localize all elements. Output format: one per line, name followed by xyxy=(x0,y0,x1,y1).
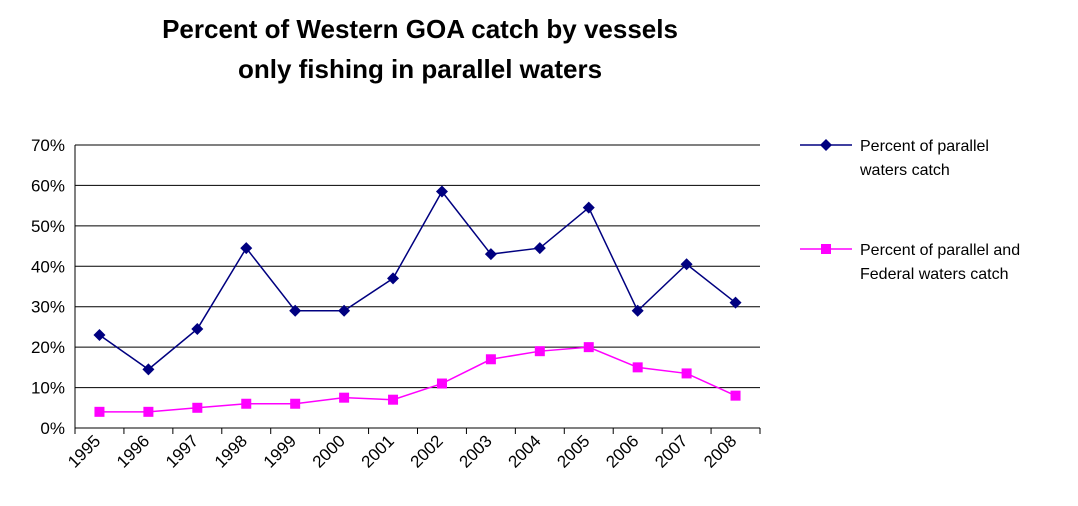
marker xyxy=(631,304,644,317)
x-tick-label: 2003 xyxy=(456,431,496,471)
x-tick-label: 2005 xyxy=(553,431,593,471)
x-tick-label: 2004 xyxy=(504,431,544,471)
y-tick-label: 30% xyxy=(31,298,65,317)
marker xyxy=(388,394,399,405)
legend-marker xyxy=(820,139,832,151)
marker xyxy=(241,398,252,409)
marker xyxy=(387,272,400,285)
legend-label: Federal waters catch xyxy=(860,266,1009,283)
marker xyxy=(436,378,447,389)
marker xyxy=(142,363,155,376)
marker xyxy=(143,406,154,417)
marker xyxy=(484,248,497,261)
marker xyxy=(435,185,448,198)
line xyxy=(99,346,736,413)
x-tick-label: 1999 xyxy=(260,431,300,471)
x-tick-label: 2007 xyxy=(651,431,691,471)
marker xyxy=(339,392,350,403)
marker xyxy=(289,304,302,317)
marker xyxy=(681,368,692,379)
marker xyxy=(583,342,594,353)
x-tick-label: 1997 xyxy=(162,431,202,471)
y-tick-label: 60% xyxy=(31,176,65,195)
marker xyxy=(191,322,204,335)
x-tick-label: 2006 xyxy=(602,431,642,471)
marker xyxy=(290,398,301,409)
legend-label: waters catch xyxy=(859,162,950,179)
marker xyxy=(94,406,105,417)
marker xyxy=(485,354,496,365)
legend-label: Percent of parallel xyxy=(860,138,989,155)
marker xyxy=(730,390,741,401)
x-tick-label: 1995 xyxy=(64,431,104,471)
x-tick-label: 1998 xyxy=(211,431,251,471)
x-tick-label: 2001 xyxy=(358,431,398,471)
y-tick-label: 10% xyxy=(31,379,65,398)
y-tick-label: 20% xyxy=(31,338,65,357)
line xyxy=(99,190,736,371)
marker xyxy=(93,329,106,342)
marker xyxy=(582,201,595,214)
marker xyxy=(240,242,253,255)
legend-marker xyxy=(821,244,831,254)
x-tick-label: 2008 xyxy=(700,431,740,471)
marker xyxy=(632,362,643,373)
x-tick-label: 1996 xyxy=(113,431,153,471)
y-tick-label: 0% xyxy=(40,419,65,438)
y-tick-label: 70% xyxy=(31,136,65,155)
marker xyxy=(338,304,351,317)
x-tick-label: 2000 xyxy=(309,431,349,471)
marker xyxy=(729,296,742,309)
marker xyxy=(192,402,203,413)
y-tick-label: 40% xyxy=(31,257,65,276)
y-tick-label: 50% xyxy=(31,217,65,236)
marker xyxy=(680,258,693,271)
marker xyxy=(533,242,546,255)
x-tick-label: 2002 xyxy=(407,431,447,471)
marker xyxy=(534,346,545,357)
legend-label: Percent of parallel and xyxy=(860,242,1020,259)
chart-title: only fishing in parallel waters xyxy=(238,54,602,84)
chart-title: Percent of Western GOA catch by vessels xyxy=(162,14,678,44)
